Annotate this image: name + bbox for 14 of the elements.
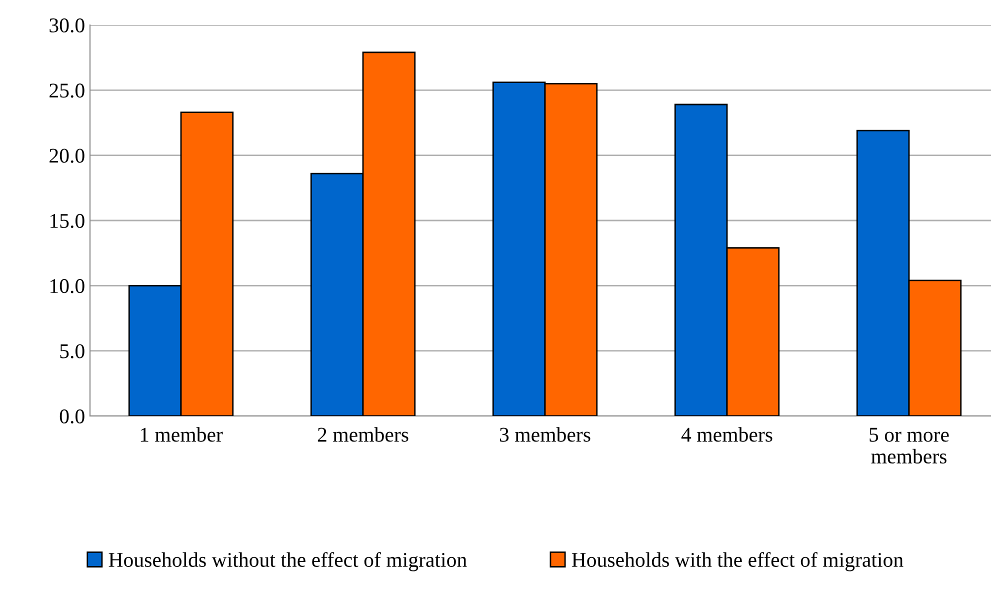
y-tick-label: 25.0 — [50, 84, 84, 98]
x-tick-label: 1 member — [140, 427, 223, 442]
y-tick-label: 20.0 — [50, 148, 84, 163]
x-tick-label: 5 or more members — [870, 428, 949, 464]
legend-label: Households with the effect of migration — [572, 552, 904, 572]
x-tick-label: 4 members — [681, 427, 772, 442]
x-tick-label: 3 members — [500, 427, 590, 442]
y-tick-label: 30.0 — [50, 18, 84, 33]
x-tick-label: 2 members — [318, 427, 408, 442]
legend-label: Households without the effect of migration — [108, 552, 467, 572]
y-tick-label: 15.0 — [50, 214, 84, 228]
y-tick-label: 0.0 — [60, 409, 84, 424]
y-tick-label: 5.0 — [60, 344, 84, 358]
y-tick-label: 10.0 — [50, 279, 84, 294]
